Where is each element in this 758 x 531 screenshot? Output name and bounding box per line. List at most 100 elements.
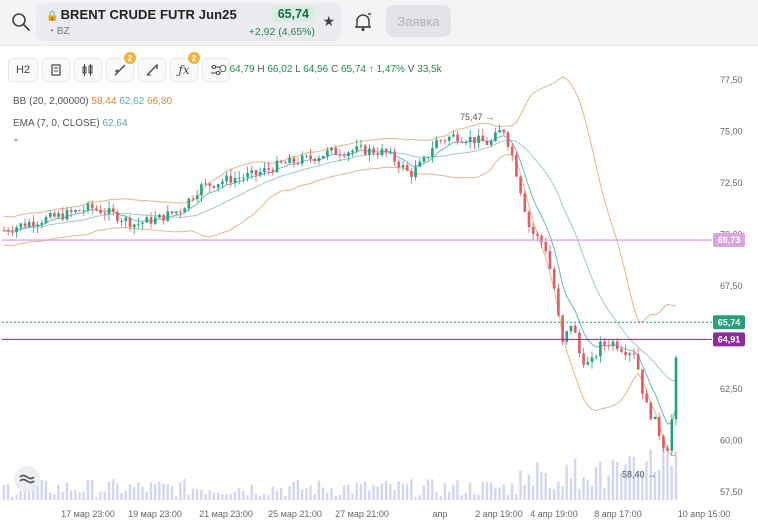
candle-body [204, 183, 207, 185]
candle-body [99, 210, 102, 214]
volume-bar [61, 491, 64, 500]
candle-body [250, 170, 254, 174]
search-icon[interactable] [10, 11, 32, 33]
candle-body [124, 217, 128, 222]
volume-bar [565, 464, 568, 500]
volume-bar [19, 491, 22, 500]
volume-bar [78, 492, 81, 500]
chart-type-button[interactable] [42, 58, 70, 82]
candle-body [6, 230, 10, 232]
candle-body [279, 160, 283, 163]
collapse-legend-chevron-up-icon[interactable]: ⌃ [11, 138, 21, 149]
volume-bar [132, 486, 136, 500]
alert-bell-icon[interactable] [352, 11, 374, 33]
volume-bar [145, 491, 148, 500]
sliders-icon [211, 64, 221, 76]
volume-bar [212, 492, 216, 500]
candle-body [414, 166, 417, 178]
platform-logo [14, 466, 40, 492]
chart-type-icon [51, 64, 61, 76]
candle-body [183, 208, 186, 213]
order-button[interactable]: Заявка [386, 5, 451, 37]
candle-body [372, 148, 375, 154]
candle-body [645, 393, 648, 403]
candle-body [153, 217, 157, 224]
candle-body [246, 173, 249, 178]
volume-bar [305, 487, 308, 500]
timeframe-button[interactable]: H2 [8, 58, 38, 82]
indicators-button[interactable]: ƒx 2 [170, 52, 200, 82]
volume-bar [662, 449, 665, 500]
candles-button[interactable] [74, 58, 102, 82]
drawing-tools-button[interactable]: 2 [106, 52, 136, 82]
candle-body [90, 203, 94, 209]
candle-body [212, 185, 216, 188]
candle-body [363, 145, 367, 155]
volume-bar [460, 495, 463, 500]
volume-bar [23, 487, 27, 500]
candle-body [32, 221, 35, 227]
candle-body [65, 210, 69, 220]
bb-upper-band [3, 76, 676, 323]
candle-body [174, 211, 178, 214]
volume-bar [389, 484, 392, 500]
volume-bar [355, 482, 358, 500]
candle-body [221, 181, 224, 185]
candle-body [464, 142, 468, 144]
ruler-button[interactable] [138, 58, 166, 82]
volume-bar [397, 481, 400, 500]
price-tag-label: 65,74 [718, 317, 741, 327]
ema-legend[interactable]: EMA (7, 0, CLOSE) 62,64 [13, 118, 128, 129]
candle-body [158, 214, 161, 218]
candle-body [653, 416, 657, 420]
candle-body [594, 356, 598, 358]
volume-bar [296, 479, 300, 500]
candle-body [300, 155, 304, 164]
instrument-selector[interactable]: 🔒 BRENT CRUDE FUTR Jun25 ◔ BZ 65,74 +2,92… [36, 3, 341, 41]
volume-bar [418, 495, 421, 500]
favorite-star-icon[interactable]: ★ [322, 13, 335, 29]
exchange-icon: ◔ [48, 26, 55, 37]
volume-bar [376, 486, 379, 500]
volume-bar [527, 474, 531, 500]
candle-body [36, 224, 39, 227]
volume-bar [435, 492, 438, 500]
candle-body [515, 154, 518, 177]
volume-bar [510, 483, 514, 500]
volume-bar [53, 493, 56, 500]
volume-bar [124, 490, 127, 500]
settings-button[interactable] [202, 58, 230, 82]
candle-body [384, 148, 388, 153]
candle-body [498, 129, 501, 133]
candle-body [53, 212, 56, 217]
bb-legend[interactable]: BB (20, 2,00000) 58,44 62,62 66,80 [13, 96, 172, 107]
volume-bar [107, 482, 111, 500]
volume-bar [36, 483, 39, 500]
candle-body [120, 221, 123, 223]
x-axis-tick-label: 27 мар 21:00 [335, 509, 389, 519]
volume-bar [649, 449, 652, 500]
volume-bar [611, 459, 615, 500]
y-axis-tick-label: 67,50 [720, 281, 743, 291]
volume-bar [586, 480, 589, 500]
candle-body [607, 345, 611, 347]
volume-bar [405, 484, 409, 500]
candle-body [128, 217, 132, 228]
candle-body [590, 357, 594, 363]
volume-bar [162, 483, 165, 500]
bb-value-3: 66,80 [147, 96, 173, 107]
candle-body [540, 235, 543, 242]
volume-bar [468, 482, 472, 500]
price-tag-badge [713, 315, 745, 330]
candle-body [494, 132, 497, 141]
candle-body [334, 147, 338, 155]
ohlc-pct: 1,47% [376, 64, 405, 75]
candle-body [145, 217, 149, 223]
chart-area[interactable] [2, 50, 758, 531]
candle-body [397, 161, 401, 168]
volume-bar [111, 479, 115, 500]
volume-bar [149, 482, 153, 500]
volume-bar [233, 492, 237, 500]
candle-body [258, 172, 262, 175]
